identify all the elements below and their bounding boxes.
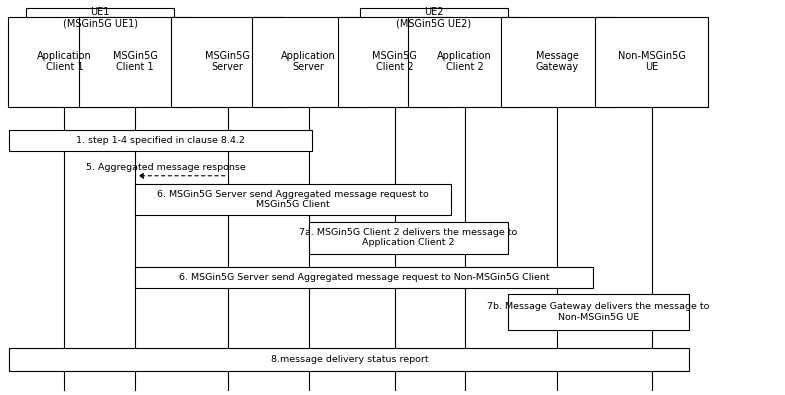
Text: 5. Aggregated message response: 5. Aggregated message response — [86, 163, 246, 171]
Text: Application
Server: Application Server — [281, 51, 336, 72]
Bar — [171, 17, 284, 107]
Bar — [595, 17, 708, 107]
Text: UE1
(MSGin5G UE1): UE1 (MSGin5G UE1) — [63, 7, 137, 28]
Text: MSGin5G
Server: MSGin5G Server — [205, 51, 250, 72]
Bar — [508, 294, 689, 330]
Bar — [501, 17, 614, 107]
Text: 1. step 1-4 specified in clause 8.4.2: 1. step 1-4 specified in clause 8.4.2 — [76, 136, 246, 145]
Text: MSGin5G
Client 2: MSGin5G Client 2 — [372, 51, 418, 72]
Bar — [78, 17, 192, 107]
Bar — [135, 184, 451, 215]
Bar — [252, 17, 365, 107]
Bar — [408, 17, 521, 107]
Text: Application
Client 1: Application Client 1 — [37, 51, 92, 72]
Text: Non-MSGin5G
UE: Non-MSGin5G UE — [618, 51, 685, 72]
Bar — [135, 267, 593, 288]
Bar — [9, 348, 689, 371]
Text: 6. MSGin5G Server send Aggregated message request to Non-MSGin5G Client: 6. MSGin5G Server send Aggregated messag… — [178, 273, 550, 282]
Text: 8.message delivery status report: 8.message delivery status report — [271, 356, 428, 364]
Bar — [360, 8, 508, 95]
Text: Application
Client 2: Application Client 2 — [437, 51, 492, 72]
Bar — [309, 222, 508, 254]
Text: 6. MSGin5G Server send Aggregated message request to
MSGin5G Client: 6. MSGin5G Server send Aggregated messag… — [157, 190, 429, 209]
Bar — [338, 17, 451, 107]
Text: 7a. MSGin5G Client 2 delivers the message to
Application Client 2: 7a. MSGin5G Client 2 delivers the messag… — [299, 228, 517, 248]
Bar — [9, 130, 312, 151]
Text: UE2
(MSGin5G UE2): UE2 (MSGin5G UE2) — [396, 7, 471, 28]
Bar — [26, 8, 174, 95]
Text: Message
Gateway: Message Gateway — [536, 51, 579, 72]
Text: 7b. Message Gateway delivers the message to
Non-MSGin5G UE: 7b. Message Gateway delivers the message… — [487, 302, 710, 322]
Bar — [8, 17, 121, 107]
Text: MSGin5G
Client 1: MSGin5G Client 1 — [112, 51, 158, 72]
